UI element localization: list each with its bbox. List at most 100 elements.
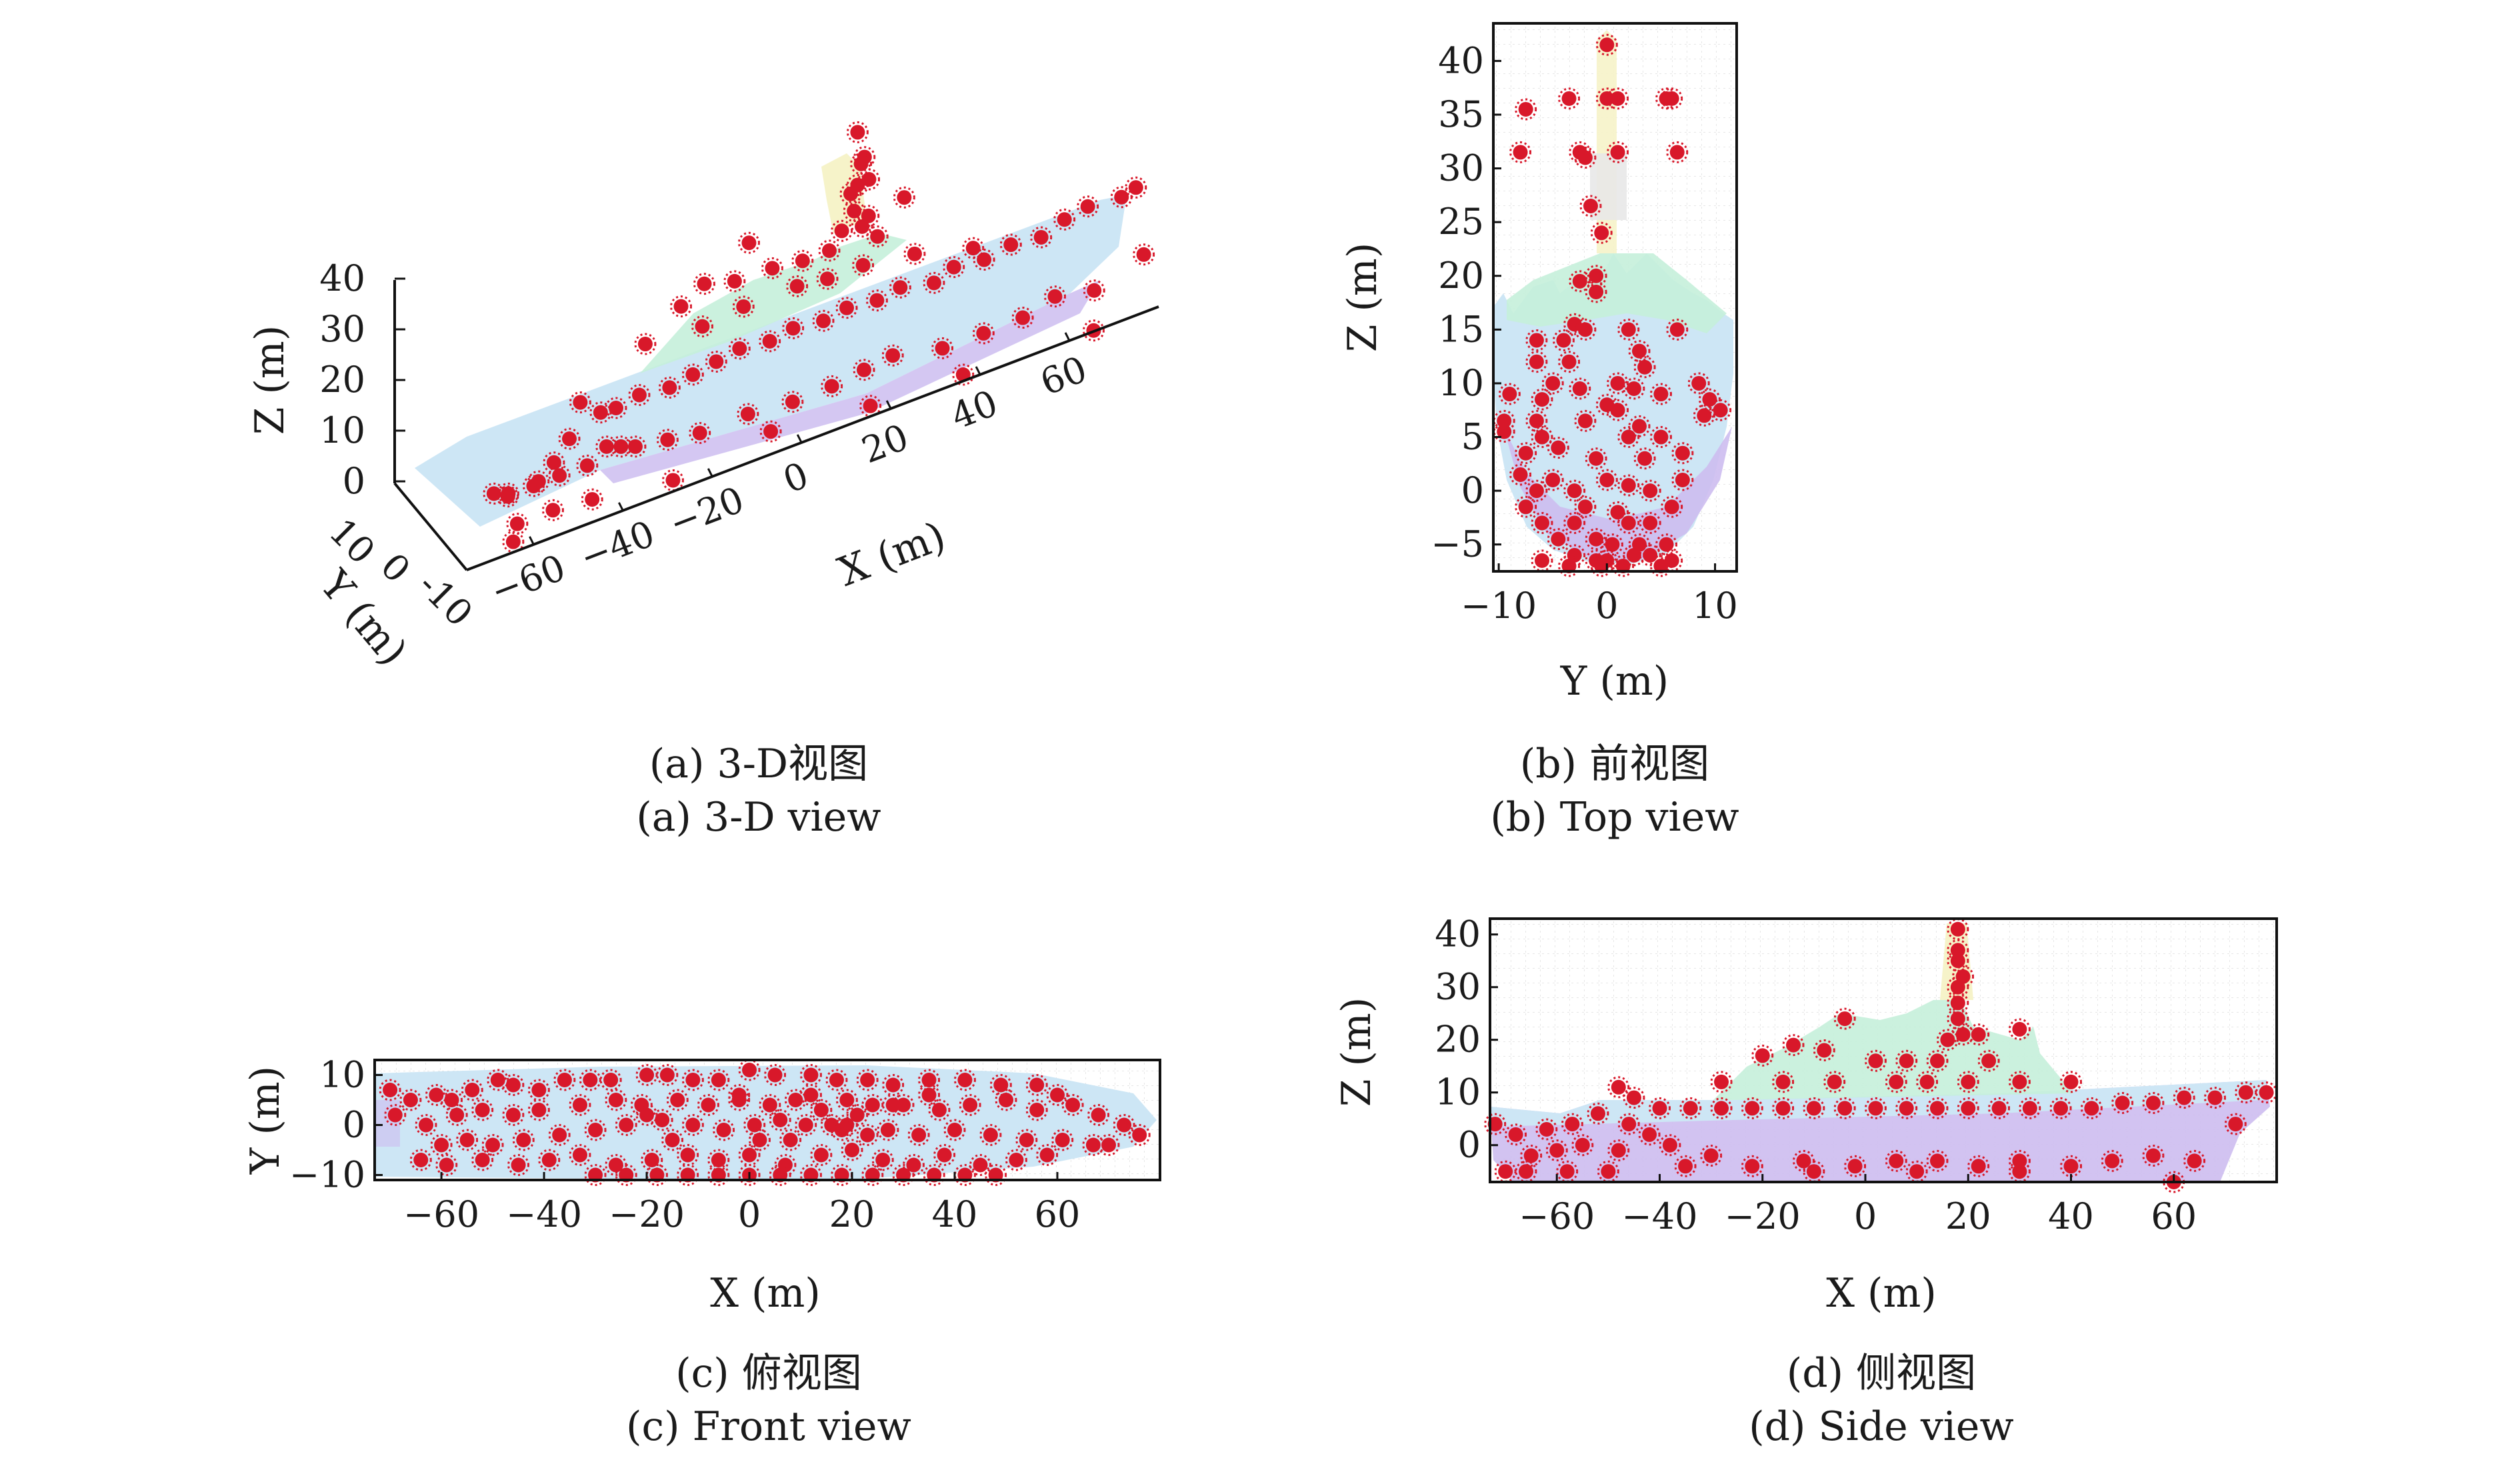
data-point — [1061, 1094, 1084, 1116]
data-point — [1623, 377, 1645, 400]
data-point — [1563, 511, 1586, 534]
data-point — [1607, 87, 1629, 110]
data-point — [1638, 1123, 1661, 1146]
x-tick-label: 20 — [1945, 1195, 1991, 1237]
data-point — [799, 1084, 822, 1106]
data-point — [624, 435, 647, 458]
data-point — [635, 1104, 658, 1126]
data-point — [1574, 495, 1597, 518]
data-point — [759, 1094, 781, 1116]
data-point — [1547, 437, 1569, 459]
data-point — [1710, 1097, 1733, 1119]
caption-c-english: (c) Front view — [626, 1403, 911, 1450]
caption-d-chinese: (d) 侧视图 — [1787, 1350, 1976, 1397]
data-point — [605, 1089, 627, 1111]
axis-label-z-3d: Z (m) — [247, 325, 293, 435]
x-tick-label: −60 — [403, 1193, 479, 1235]
panel-top-view: −10 0 10 −5 0 5 10 15 20 25 30 35 40 Z (m) Y (m) — [1339, 22, 1738, 705]
data-point — [1113, 1114, 1135, 1136]
data-point — [953, 1069, 976, 1091]
data-point — [928, 1099, 951, 1121]
x-tick-label: 0 — [738, 1193, 761, 1235]
data-point — [1525, 479, 1548, 502]
data-point — [1547, 528, 1569, 551]
data-point — [538, 1149, 561, 1171]
data-point — [1895, 1097, 1918, 1119]
data-point — [507, 1154, 530, 1176]
data-point — [1649, 555, 1672, 577]
x-tick-label: −60 — [485, 547, 571, 613]
x-tick-label: −60 — [1519, 1195, 1595, 1237]
data-point — [791, 249, 814, 272]
data-point — [1926, 1097, 1949, 1119]
data-point — [1574, 146, 1597, 169]
data-point — [576, 454, 599, 477]
data-point — [1687, 372, 1710, 395]
data-point — [2142, 1092, 2165, 1114]
data-point — [969, 1154, 992, 1176]
point-cloud-3d — [483, 121, 1155, 553]
data-point — [445, 1104, 468, 1126]
data-point — [1046, 1084, 1069, 1106]
data-point — [1601, 533, 1623, 556]
data-point — [2203, 1087, 2226, 1109]
data-point — [865, 289, 888, 312]
data-point — [384, 1104, 407, 1126]
data-point — [1585, 528, 1607, 551]
data-point — [1053, 208, 1076, 231]
data-point — [1916, 1071, 1939, 1093]
data-point — [1649, 426, 1672, 449]
data-point — [2235, 1081, 2257, 1104]
x-tick-label: 40 — [2048, 1195, 2094, 1237]
data-point — [656, 429, 679, 451]
data-point — [502, 1104, 525, 1126]
data-point — [661, 1129, 684, 1151]
x-tick-label: −20 — [609, 1193, 685, 1235]
data-point — [1005, 1149, 1027, 1171]
data-point — [681, 1069, 704, 1091]
data-point — [825, 1069, 848, 1091]
data-point — [1535, 1118, 1558, 1141]
data-point — [1700, 1145, 1723, 1167]
data-point — [769, 1109, 791, 1131]
data-point — [1571, 1134, 1594, 1157]
data-point — [1025, 1074, 1048, 1096]
axis-z-3d: 0 10 20 30 40 — [319, 257, 405, 502]
data-point — [812, 309, 835, 332]
data-point — [425, 1084, 447, 1106]
point-cloud-side — [1484, 918, 2278, 1193]
data-point — [481, 1134, 504, 1156]
data-point — [691, 315, 714, 338]
data-point — [1617, 1113, 1640, 1135]
data-point — [456, 1129, 479, 1151]
data-point — [1671, 469, 1694, 491]
data-point — [959, 1094, 981, 1116]
data-point — [2049, 1097, 2072, 1119]
data-point — [497, 485, 519, 508]
x-tick-label: 60 — [2151, 1195, 2197, 1237]
data-point — [634, 333, 657, 355]
data-point — [1885, 1071, 1907, 1093]
x-tick-label: −20 — [663, 479, 749, 545]
data-point — [732, 295, 755, 318]
axis-label-y-front: Y (m) — [242, 1066, 289, 1175]
data-point — [1967, 1155, 1990, 1177]
data-point — [697, 1094, 719, 1116]
data-point — [2008, 1071, 2031, 1093]
data-point — [1661, 495, 1683, 518]
data-point — [882, 1094, 905, 1116]
data-point — [857, 168, 880, 191]
data-point — [569, 1094, 591, 1116]
axis-label-x-front: X (m) — [710, 1270, 821, 1317]
data-point — [1782, 1034, 1805, 1057]
data-point — [1741, 1097, 1763, 1119]
data-point — [779, 1129, 802, 1151]
data-point — [1574, 409, 1597, 432]
data-point — [850, 153, 873, 175]
data-point — [1988, 1097, 2011, 1119]
caption-d-english: (d) Side view — [1749, 1403, 2014, 1450]
data-point — [1097, 1134, 1120, 1156]
x-tick-label: 0 — [777, 454, 814, 501]
data-point — [737, 231, 760, 254]
data-point — [893, 186, 915, 209]
